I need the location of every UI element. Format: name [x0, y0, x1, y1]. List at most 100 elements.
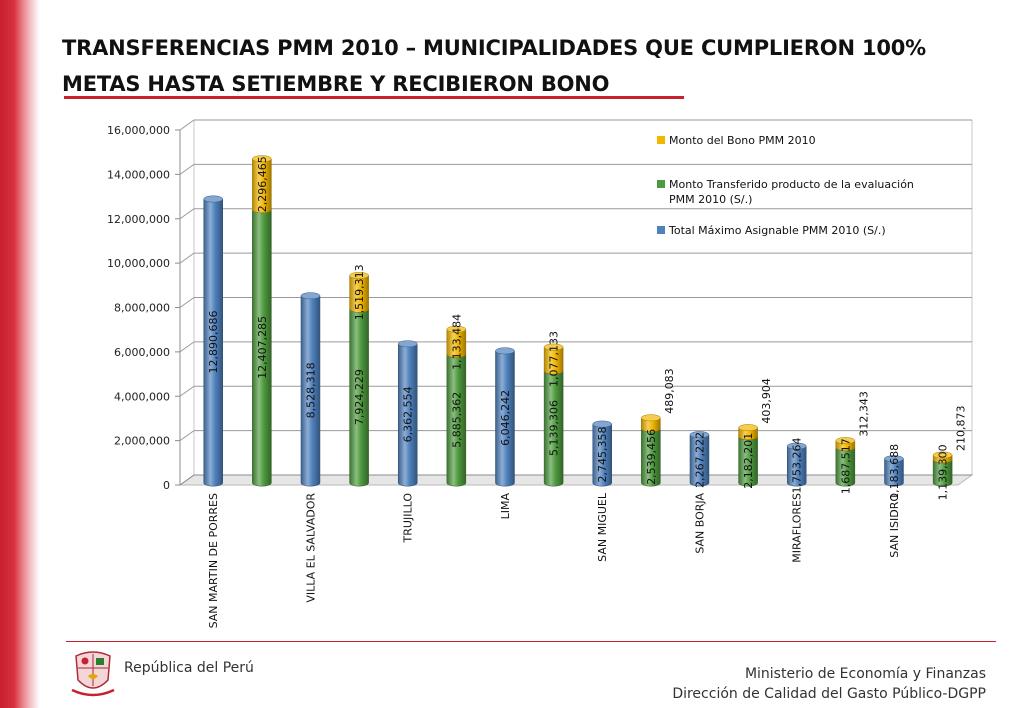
data-label-total: 1,183,688 — [888, 444, 901, 500]
bar-bono — [738, 427, 758, 441]
category-label: MIRAFLORES — [791, 493, 804, 563]
bar-transferido — [738, 436, 758, 487]
bar-total — [300, 295, 321, 487]
category-label: VILLA EL SALVADOR — [304, 493, 317, 603]
bar-bono-top — [349, 272, 369, 279]
bar-total-top — [203, 195, 223, 203]
bar-transferido — [252, 209, 272, 487]
gridline — [179, 119, 972, 131]
gridline — [179, 430, 972, 442]
gridline — [179, 341, 972, 353]
category-label: SAN MIGUEL — [596, 492, 609, 562]
bar-total-top — [884, 455, 904, 463]
bar-bono-top — [543, 343, 564, 351]
bar-bono — [543, 346, 564, 375]
data-label-total: 12,890,686 — [207, 311, 220, 374]
data-label-transferido: 1,687,517 — [839, 438, 852, 494]
data-label-total: 2,745,358 — [596, 427, 609, 483]
data-label-transferido: 2,539,456 — [645, 429, 658, 485]
gridline — [179, 252, 972, 264]
data-label-total: 6,046,242 — [499, 390, 512, 446]
legend-label: Monto Transferido producto de la evaluac… — [669, 178, 914, 206]
bar-total — [786, 445, 807, 487]
data-label-bono: 1,077,133 — [548, 331, 561, 387]
data-label-transferido: 1,139,300 — [937, 444, 950, 500]
legend-swatch — [657, 180, 665, 188]
title-rule — [64, 96, 684, 99]
data-label-bono: 1,519,313 — [353, 264, 366, 320]
data-label-transferido: 7,924,229 — [353, 369, 366, 425]
y-tick-label: 14,000,000 — [107, 168, 170, 181]
data-label-transferido: 5,139,306 — [548, 400, 561, 456]
directorate-name: Dirección de Calidad del Gasto Público-D… — [672, 686, 986, 702]
slide-title: TRANSFERENCIAS PMM 2010 – MUNICIPALIDADE… — [62, 36, 927, 96]
bar-total — [884, 458, 904, 487]
data-label-bono: 2,296,465 — [256, 156, 269, 212]
y-tick-label: 16,000,000 — [107, 124, 170, 137]
data-label-total: 6,362,554 — [402, 386, 415, 442]
gridline — [179, 163, 972, 175]
bar-total-top — [397, 340, 418, 348]
footer-rule — [66, 641, 996, 642]
bar-transferido — [641, 428, 661, 487]
data-label-transferido: 12,407,285 — [256, 316, 269, 379]
category-label: TRUJILLO — [402, 493, 415, 544]
bar-bono-top — [932, 451, 953, 459]
data-label-total: 1,753,264 — [791, 438, 804, 494]
bar-bono-top — [641, 414, 661, 422]
bar-total-top — [300, 292, 321, 300]
bar-total-top — [689, 431, 710, 439]
y-tick-label: 12,000,000 — [107, 213, 170, 226]
y-tick-label: 10,000,000 — [107, 257, 170, 270]
bar-bono-top — [252, 155, 272, 163]
gridline — [179, 385, 972, 397]
data-label-total: 8,528,318 — [304, 362, 317, 418]
bar-transferido — [349, 308, 369, 487]
data-label-bono: 1,133,484 — [450, 314, 463, 370]
bar-total — [203, 198, 223, 487]
bar-bono — [641, 417, 661, 433]
category-label: LIMA — [499, 493, 512, 520]
category-label: SAN BORJA — [693, 493, 706, 554]
y-tick-label: 4,000,000 — [114, 390, 170, 403]
data-label-bono: 210,873 — [955, 406, 968, 452]
data-label-transferido: 2,182,201 — [742, 433, 755, 489]
bar-total-top — [786, 442, 807, 450]
bar-total — [592, 423, 612, 487]
data-label-bono: 312,343 — [857, 391, 870, 437]
y-tick-label: 8,000,000 — [114, 302, 170, 315]
coat-of-arms-icon — [71, 651, 115, 697]
data-label-bono: 403,904 — [760, 378, 773, 424]
stacked-bar-chart: 0 2,000,000 4,000,000 6,000,000 8,000,000 10,… — [107, 119, 974, 628]
y-tick-label: 6,000,000 — [114, 346, 170, 359]
gridline — [179, 474, 972, 486]
bar-total-top — [495, 347, 515, 355]
footer-credits: Ministerio de Economía y Finanzas Direcc… — [672, 664, 986, 704]
legend-swatch — [657, 226, 665, 234]
bar-bono-top — [835, 437, 856, 445]
category-label: SAN ISIDRO — [888, 493, 901, 558]
bar-transferido — [446, 354, 467, 487]
bar-bono-top — [738, 424, 758, 432]
bar-bono — [446, 329, 467, 358]
data-label-transferido: 5,885,362 — [450, 392, 463, 448]
bar-total — [397, 343, 418, 487]
bar-transferido — [835, 447, 856, 487]
legend-label: Total Máximo Asignable PMM 2010 (S/.) — [668, 224, 886, 237]
y-tick-label: 0 — [163, 479, 170, 492]
ministry-name: Ministerio de Economía y Finanzas — [744, 666, 986, 682]
bar-transferido — [543, 370, 564, 487]
bar-total-top — [592, 420, 612, 428]
gridline — [179, 208, 972, 220]
bar-bono-top — [446, 325, 467, 333]
bar-bono — [349, 275, 369, 313]
side-stripe — [0, 0, 40, 708]
data-label-total: 2,267,222 — [693, 432, 706, 488]
y-tick-label: 2,000,000 — [114, 435, 170, 448]
data-label-bono: 489,083 — [663, 368, 676, 414]
bar-bono — [252, 158, 272, 214]
bar-total — [689, 434, 710, 487]
bar-transferido — [932, 459, 953, 487]
legend-swatch — [657, 136, 665, 144]
bar-total — [495, 350, 515, 487]
